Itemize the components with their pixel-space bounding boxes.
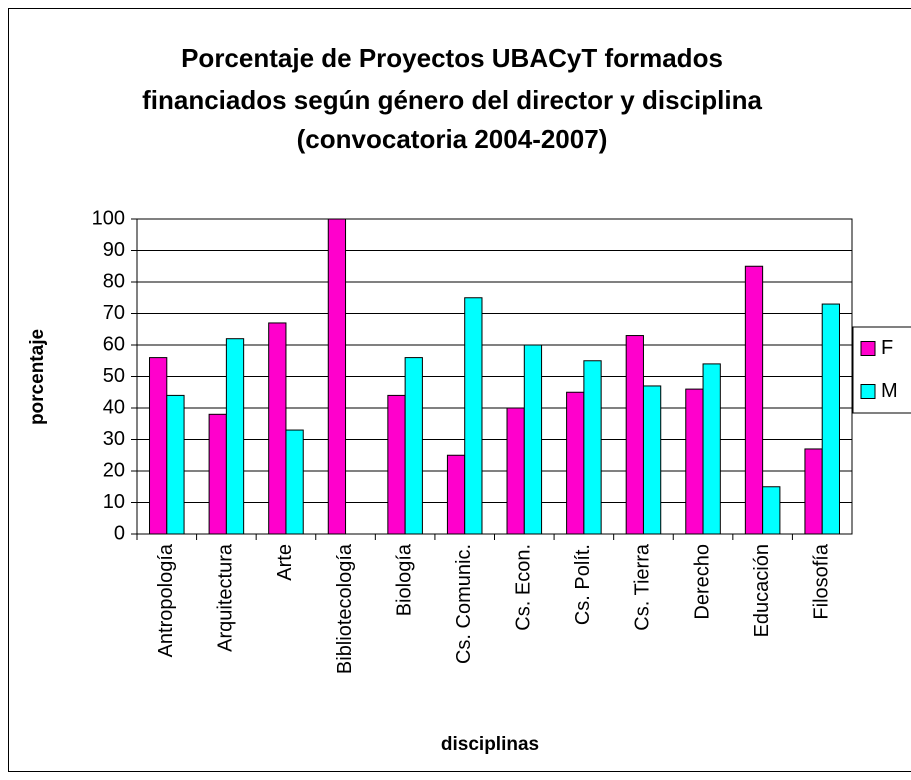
bar [149, 357, 168, 535]
bar [685, 388, 704, 535]
x-tick-label: Cs. Tierra [632, 543, 654, 631]
x-tick-label: Educación [751, 544, 773, 637]
y-tick-label: 50 [103, 365, 125, 387]
bar [166, 394, 185, 535]
y-tick-label: 10 [103, 491, 125, 513]
y-tick-label: 90 [103, 239, 125, 261]
y-tick-label: 40 [103, 396, 125, 418]
bar [566, 391, 585, 535]
bar [446, 454, 466, 535]
bar [404, 357, 423, 535]
chart-title: (convocatoria 2004-2007) [297, 124, 608, 154]
x-tick-label: Arte [274, 544, 296, 581]
bar [464, 297, 483, 535]
y-axis-title: porcentaje [27, 329, 48, 425]
y-tick-label: 60 [103, 333, 125, 355]
x-tick-label: Arquitectura [215, 543, 237, 652]
bar [268, 322, 287, 535]
bar [208, 413, 227, 535]
x-tick-label: Cs. Comunic. [453, 544, 475, 664]
x-tick-label: Filosofía [810, 543, 832, 619]
y-tick-label: 70 [103, 302, 125, 324]
bar [762, 486, 781, 535]
bar [821, 303, 840, 535]
x-tick-label: Derecho [691, 544, 713, 620]
bar [583, 360, 602, 535]
bar [285, 429, 304, 535]
bar [387, 394, 406, 535]
x-tick-label: Cs. Polít. [572, 544, 594, 625]
x-tick-label: Cs. Econ. [513, 544, 535, 631]
bar [523, 344, 543, 535]
chart-title: financiados según género del director y … [142, 85, 762, 115]
bar [804, 448, 823, 535]
y-tick-label: 0 [114, 522, 125, 544]
x-axis-title: disciplinas [441, 734, 539, 755]
x-tick-label: Antropología [155, 543, 177, 657]
bar [625, 335, 644, 535]
bar [642, 385, 662, 535]
y-tick-label: 30 [103, 428, 125, 450]
legend-swatch [860, 384, 876, 399]
x-tick-label: Biología [393, 543, 415, 616]
legend-swatch [860, 341, 876, 356]
bar [744, 265, 764, 535]
x-tick-label: Bibliotecología [334, 543, 356, 674]
bar [327, 218, 347, 535]
legend-label: F [881, 337, 893, 359]
y-tick-label: 20 [103, 459, 125, 481]
y-tick-label: 100 [92, 207, 125, 229]
chart-title: Porcentaje de Proyectos UBACyT formados [181, 43, 723, 73]
bar [702, 363, 721, 535]
legend-label: M [881, 380, 898, 402]
bar [225, 338, 245, 535]
y-tick-label: 80 [103, 270, 125, 292]
bar [506, 407, 525, 535]
